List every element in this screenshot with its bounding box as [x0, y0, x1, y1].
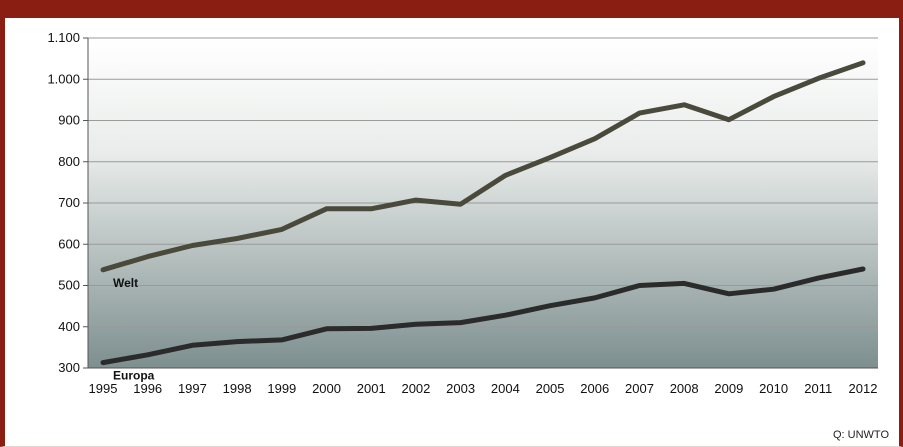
y-tick-label: 500 [58, 278, 80, 293]
x-tick-label: 2006 [580, 381, 609, 396]
x-tick-label: 2000 [312, 381, 341, 396]
series-labels: Welt Europa [113, 276, 155, 383]
series-lines [100, 60, 866, 366]
y-tick-label: 1.100 [47, 30, 80, 45]
x-tick-label: 1999 [267, 381, 296, 396]
series-line-europa [100, 266, 866, 366]
y-tick-label: 600 [58, 236, 80, 251]
x-tick-label: 1997 [178, 381, 207, 396]
x-tick-label: 1996 [133, 381, 162, 396]
x-tick-label: 2001 [357, 381, 386, 396]
x-tick-label: 2002 [401, 381, 430, 396]
y-tick-label: 1.000 [47, 71, 80, 86]
x-tick-label: 2009 [714, 381, 743, 396]
x-tick-label: 1998 [223, 381, 252, 396]
source-note: Q: UNWTO [832, 429, 889, 441]
x-axis: 1995 1996 1997 1998 1999 2000 2001 2002 2003 2004… [88, 367, 878, 396]
x-tick-label: 1995 [89, 381, 118, 396]
x-tick-label: 2003 [446, 381, 475, 396]
y-tick-label: 400 [58, 319, 80, 334]
x-tick-label: 2011 [804, 381, 832, 396]
x-tick-label: 2004 [491, 381, 520, 396]
x-tick-label: 2005 [536, 381, 565, 396]
series-label-welt: Welt [113, 276, 138, 290]
y-tick-label: 300 [58, 360, 80, 375]
y-tick-label: 700 [58, 195, 80, 210]
series-line-welt [100, 60, 866, 273]
x-tick-label: 2012 [849, 381, 878, 396]
y-tick-label: 800 [58, 154, 80, 169]
series-label-europa: Europa [113, 369, 155, 383]
x-tick-label: 2010 [759, 381, 788, 396]
y-tick-label: 900 [58, 113, 80, 128]
grid [88, 37, 878, 369]
x-tick-label: 2007 [625, 381, 654, 396]
x-tick-label: 2008 [670, 381, 699, 396]
y-axis: 300 400 500 600 700 800 900 1.000 1.100 [47, 30, 89, 375]
